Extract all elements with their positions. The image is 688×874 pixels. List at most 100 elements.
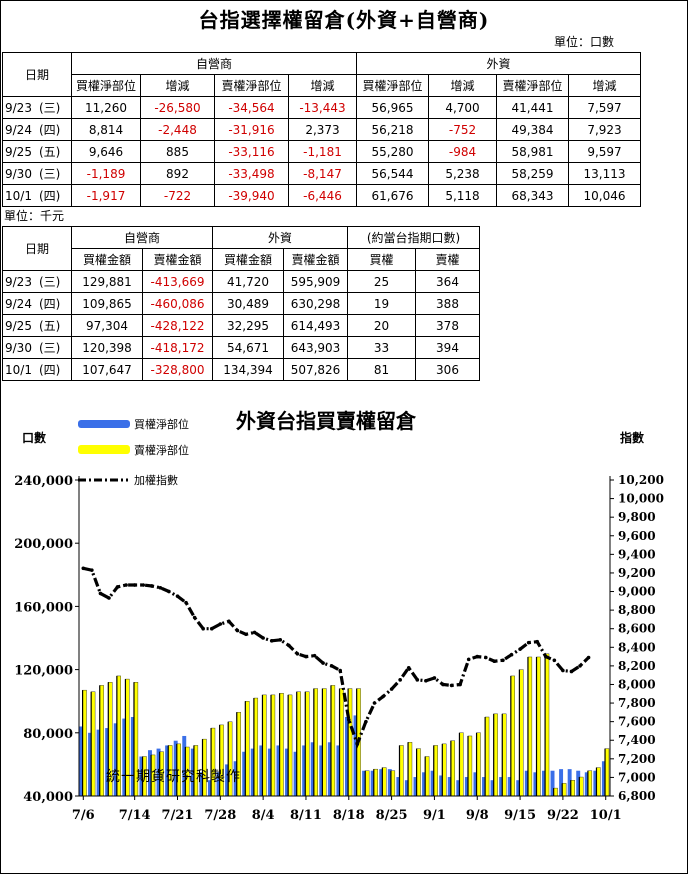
day-of-week: (四) <box>39 189 61 203</box>
group-header-dealer: 自營商 <box>71 226 213 249</box>
column-header: 賣權淨部位 <box>214 74 289 97</box>
call-position-bar <box>584 772 589 796</box>
table-cell: -1,181 <box>288 140 357 163</box>
date-text: 9/24 <box>5 297 32 311</box>
call-position-bar <box>88 732 93 796</box>
table-cell: 19 <box>347 292 416 315</box>
date-header: 日期 <box>2 52 72 97</box>
chart-title: 外資台指買賣權留倉 <box>236 409 417 433</box>
table-row: 9/25 (五) 97,304 -428,122 32,295 614,493 20 378 <box>2 314 480 337</box>
y-right-tick-label: 7,400 <box>618 733 656 747</box>
table-cell: -31,916 <box>214 118 289 141</box>
call-position-bar <box>207 780 212 796</box>
date-header: 日期 <box>2 226 72 271</box>
y-left-tick-label: 160,000 <box>14 600 73 615</box>
table-cell: 13,113 <box>568 162 641 185</box>
table-cell: 20 <box>347 314 416 337</box>
table-row: 9/30 (三) 120,398 -418,172 54,671 643,903 33 394 <box>2 336 480 359</box>
call-position-bar <box>533 772 538 796</box>
y-left-tick-label: 120,000 <box>14 664 73 679</box>
table-cell: -39,940 <box>214 184 289 207</box>
call-position-bar <box>439 775 444 796</box>
table-row: 9/23 (三) 11,260 -26,580 -34,564 -13,443 56,965… <box>2 96 641 119</box>
index-point <box>329 664 334 668</box>
table-cell: 54,671 <box>212 336 284 359</box>
column-header: 賣權淨部位 <box>496 74 569 97</box>
call-position-bar <box>250 748 255 796</box>
y-right-tick-label: 9,000 <box>618 585 656 599</box>
table-cell: -413,669 <box>142 270 213 293</box>
x-tick-label: 8/25 <box>376 808 408 823</box>
table-cell: 394 <box>415 336 480 359</box>
legend-label-index: 加權指數 <box>134 473 178 487</box>
call-position-bar <box>473 772 478 796</box>
table-cell: -328,800 <box>142 358 213 381</box>
table-cell: 10,046 <box>568 184 641 207</box>
table-cell: 25 <box>347 270 416 293</box>
y-right-tick-label: 7,200 <box>618 752 656 766</box>
call-position-bar <box>524 770 529 796</box>
index-point <box>484 655 488 660</box>
date-text: 10/1 <box>5 363 32 377</box>
table-cell: -6,446 <box>288 184 357 207</box>
table-row: 9/24 (四) 109,865 -460,086 30,489 630,298 19 388 <box>2 292 480 315</box>
call-position-bar <box>413 777 418 796</box>
table-cell: 107,647 <box>71 358 143 381</box>
y-right-tick-label: 7,000 <box>618 770 656 784</box>
index-point <box>115 585 120 589</box>
day-of-week: (五) <box>39 319 61 333</box>
call-position-bar <box>370 770 375 796</box>
column-header: 買權 <box>347 248 416 271</box>
index-point <box>244 632 248 637</box>
index-point <box>389 687 394 691</box>
index-point <box>406 665 411 670</box>
group-header-equivalent: (約當台指期口數) <box>347 226 480 249</box>
call-position-bar <box>550 770 555 796</box>
legend-label-put: 賣權淨部位 <box>134 443 189 457</box>
call-position-bar <box>336 745 341 796</box>
y-left-label: 口數 <box>22 430 46 445</box>
y-right-tick-label: 9,400 <box>618 547 656 561</box>
open-interest-chart: 外資台指買賣權留倉 口數 指數 40,000 80,000 120,000 160,0… <box>14 409 664 823</box>
table-cell: 109,865 <box>71 292 143 315</box>
column-header: 買權金額 <box>71 248 143 271</box>
table-cell: 56,965 <box>356 96 429 119</box>
index-point <box>98 591 103 596</box>
index-point <box>501 658 505 663</box>
column-header: 賣權金額 <box>283 248 348 271</box>
index-point <box>432 676 437 680</box>
table-cell: 388 <box>415 292 480 315</box>
call-position-bar <box>559 769 564 796</box>
index-point <box>364 719 368 724</box>
index-point <box>441 682 445 687</box>
table-cell: 614,493 <box>283 314 348 337</box>
call-position-bar <box>130 717 135 796</box>
y-right-tick-label: 9,800 <box>618 510 656 524</box>
index-point <box>261 636 265 640</box>
table-cell: 32,295 <box>212 314 284 337</box>
table-cell: 5,238 <box>428 162 497 185</box>
call-position-bar <box>242 751 247 796</box>
table-cell: 9,646 <box>71 140 141 163</box>
table-cell: 134,394 <box>212 358 284 381</box>
legend-label-call: 買權淨部位 <box>134 417 189 431</box>
legend-swatch-put <box>78 445 130 454</box>
x-tick-label: 8/4 <box>252 808 275 823</box>
table-cell: 5,118 <box>428 184 497 207</box>
row-date: 9/30 (三) <box>2 336 72 359</box>
index-point <box>295 652 300 656</box>
call-position-bar <box>601 761 606 796</box>
table-cell: 58,981 <box>496 140 569 163</box>
page-title: 台指選擇權留倉(外資+自營商) <box>198 8 490 32</box>
index-point <box>449 683 454 688</box>
index-point <box>235 628 240 633</box>
y-right-tick-label: 10,000 <box>618 492 664 506</box>
index-point <box>90 568 94 572</box>
call-position-bar <box>293 751 298 796</box>
table-cell: 11,260 <box>71 96 141 119</box>
column-header: 買權淨部位 <box>71 74 141 97</box>
call-position-bar <box>165 745 170 796</box>
row-date: 9/24 (四) <box>2 118 72 141</box>
index-point <box>149 584 154 588</box>
index-point <box>372 701 377 705</box>
